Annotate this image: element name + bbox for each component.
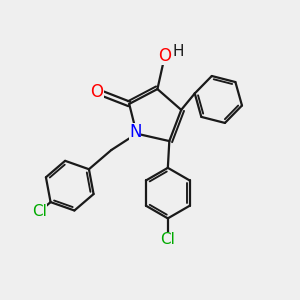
Text: O: O	[158, 47, 171, 65]
Text: O: O	[91, 83, 103, 101]
Text: H: H	[172, 44, 184, 59]
Text: Cl: Cl	[160, 232, 175, 247]
Text: Cl: Cl	[32, 204, 47, 219]
Text: N: N	[129, 123, 141, 141]
